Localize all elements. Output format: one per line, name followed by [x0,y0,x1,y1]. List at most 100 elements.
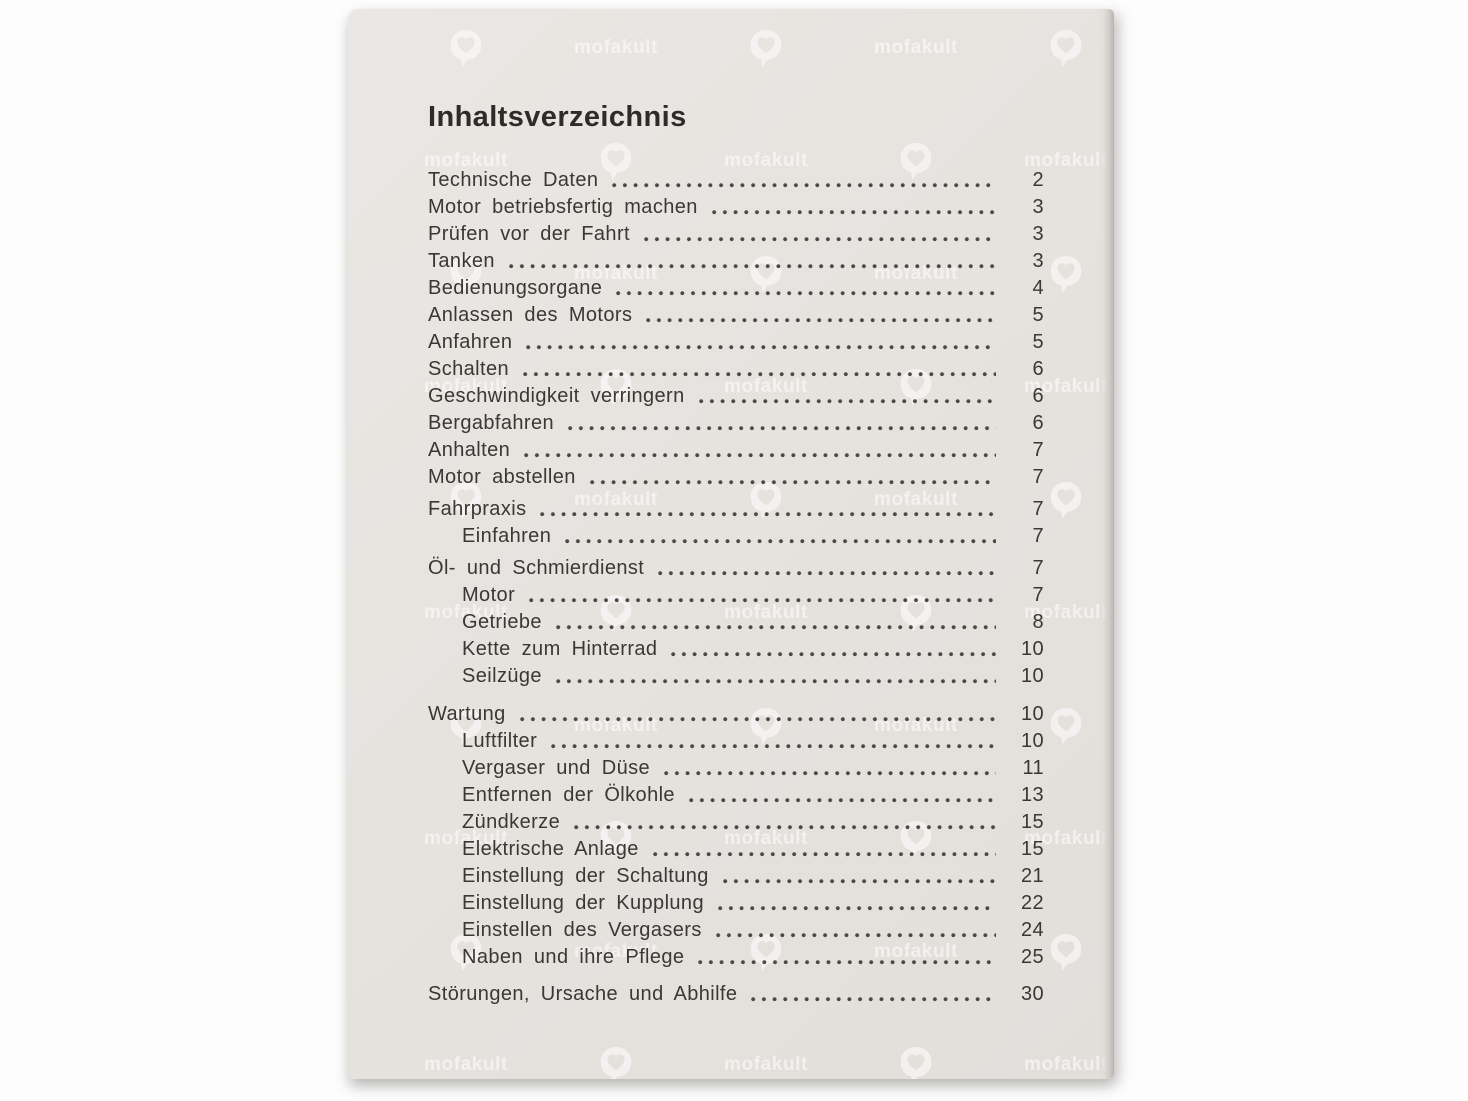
toc-entry: Entfernen der Ölkohle 13 [428,782,1044,809]
toc-entry: Anhalten 7 [428,437,1044,464]
watermark-text: mofakult [1024,1054,1108,1075]
table-of-contents: Technische Daten 2 Motor betriebsfertig … [428,167,1044,1008]
dot-leader [519,717,996,722]
watermark-text: mofakult [724,1054,808,1075]
dot-leader [698,399,996,404]
toc-entry: Einstellung der Kupplung 22 [428,890,1044,917]
toc-entry-label: Anhalten [428,439,511,461]
toc-entry: Kette zum Hinterrad 10 [428,636,1044,663]
mofakult-pin-heart-icon [898,1045,934,1079]
toc-entry: Einstellen des Vergasers 24 [428,917,1044,944]
toc-entry-page-number: 5 [1032,304,1044,326]
toc-entry-label: Fahrpraxis [428,498,527,520]
mofakult-pin-heart-icon [1048,480,1084,520]
dot-leader [711,210,996,215]
dot-leader [688,798,996,803]
toc-entry-label: Bergabfahren [428,412,555,434]
toc-entry: Schalten 6 [428,356,1044,383]
toc-entry-label: Anfahren [428,331,513,353]
toc-entry: Störungen, Ursache und Abhilfe 30 [428,981,1044,1008]
toc-entry: Einstellung der Schaltung 21 [428,863,1044,890]
toc-entry: Luftfilter 10 [428,728,1044,755]
toc-entry: Geschwindigkeit verringern 6 [428,383,1044,410]
toc-entry-page-number: 7 [1032,525,1044,547]
toc-entry-label: Getriebe [462,611,542,633]
toc-entry-page-number: 15 [1020,811,1044,833]
mofakult-pin-heart-icon [598,1045,634,1079]
dot-leader [722,879,996,884]
toc-entry-label: Tanken [428,250,495,272]
dot-leader [551,744,996,749]
toc-entry-label: Schalten [428,358,510,380]
toc-entry-page-number: 7 [1032,557,1044,579]
dot-leader [508,264,996,269]
dot-leader [555,679,996,684]
toc-entry-page-number: 2 [1032,169,1044,191]
toc-entry: Zündkerze 15 [428,809,1044,836]
toc-entry: Seilzüge 10 [428,663,1044,690]
dot-leader [698,960,996,965]
dot-leader [643,237,996,242]
dot-leader [526,345,996,350]
toc-entry-label: Zündkerze [462,811,561,833]
toc-entry: Wartung 10 [428,701,1044,728]
toc-entry-label: Einfahren [462,525,552,547]
dot-leader [616,291,996,296]
toc-entry-page-number: 7 [1032,439,1044,461]
toc-entry-page-number: 15 [1020,838,1044,860]
toc-entry-label: Öl- und Schmierdienst [428,557,645,579]
toc-entry: Öl- und Schmierdienst 7 [428,555,1044,582]
toc-entry-page-number: 10 [1020,730,1044,752]
toc-entry: Bedienungsorgane 4 [428,275,1044,302]
toc-entry-label: Wartung [428,703,506,725]
page-title: Inhaltsverzeichnis [428,101,687,133]
toc-entry: Anfahren 5 [428,329,1044,356]
toc-entry-page-number: 30 [1020,983,1044,1005]
dot-leader [751,997,996,1002]
mofakult-pin-heart-icon [1048,254,1084,294]
toc-entry-page-number: 24 [1020,919,1044,941]
toc-entry-page-number: 22 [1020,892,1044,914]
dot-leader [540,512,996,517]
toc-entry-label: Einstellen des Vergasers [462,919,702,941]
toc-entry-page-number: 6 [1032,358,1044,380]
toc-entry: Motor betriebsfertig machen 3 [428,194,1044,221]
toc-entry-label: Entfernen der Ölkohle [462,784,675,806]
toc-entry-label: Einstellung der Schaltung [462,865,709,887]
mofakult-pin-heart-icon [1048,28,1084,68]
dot-leader [565,539,996,544]
toc-entry: Motor abstellen 7 [428,464,1044,491]
toc-entry: Getriebe 8 [428,609,1044,636]
toc-entry: Vergaser und Düse 11 [428,755,1044,782]
toc-entry-page-number: 5 [1032,331,1044,353]
toc-entry: Naben und ihre Pflege 25 [428,944,1044,971]
dot-leader [529,598,996,603]
dot-leader [523,372,996,377]
toc-entry-page-number: 13 [1020,784,1044,806]
toc-entry: Bergabfahren 6 [428,410,1044,437]
toc-entry-page-number: 11 [1022,757,1044,779]
toc-entry-label: Motor abstellen [428,466,576,488]
toc-entry-page-number: 3 [1032,250,1044,272]
toc-entry-label: Motor [462,584,516,606]
toc-entry: Tanken 3 [428,248,1044,275]
toc-entry-page-number: 25 [1020,946,1044,968]
toc-entry-page-number: 7 [1032,466,1044,488]
dot-leader [658,571,996,576]
dot-leader [612,183,996,188]
toc-entry-page-number: 4 [1032,277,1044,299]
dot-leader [555,625,996,630]
dot-leader [646,318,996,323]
toc-entry-label: Motor betriebsfertig machen [428,196,698,218]
toc-entry-page-number: 7 [1032,584,1044,606]
toc-entry-label: Elektrische Anlage [462,838,639,860]
dot-leader [671,652,996,657]
toc-entry-label: Störungen, Ursache und Abhilfe [428,983,738,1005]
toc-entry-label: Geschwindigkeit verringern [428,385,685,407]
dot-leader [574,825,996,830]
toc-entry-label: Naben und ihre Pflege [462,946,685,968]
toc-entry-page-number: 8 [1032,611,1044,633]
mofakult-pin-heart-icon [1048,706,1084,746]
toc-entry-page-number: 7 [1032,498,1044,520]
watermark-text: mofakult [424,1054,508,1075]
